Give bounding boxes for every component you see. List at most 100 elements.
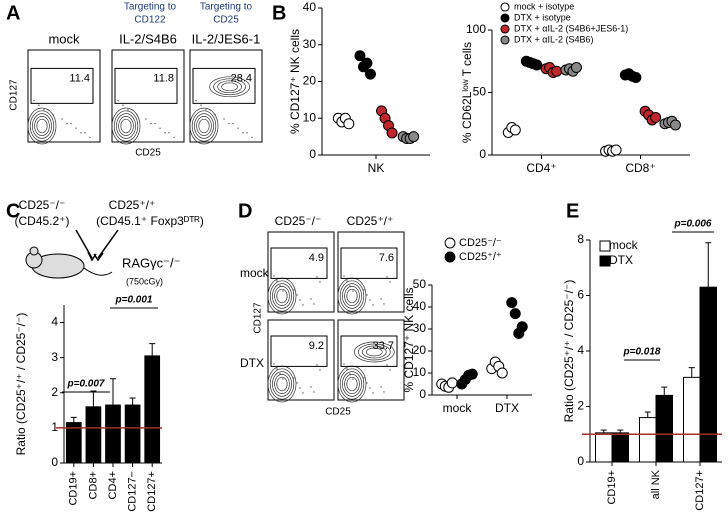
flow-contour <box>346 288 358 304</box>
column-label: IL-2/JES6-1 <box>192 31 261 46</box>
flow-event <box>43 109 45 111</box>
flow-plot-frame <box>267 231 335 313</box>
y-axis-label: % CD127⁺ NK cells <box>288 29 302 134</box>
flow-plot-frame <box>189 49 263 143</box>
x-tick-label: NK CD127− <box>127 471 139 512</box>
data-point <box>364 68 376 80</box>
flow-event <box>319 369 321 371</box>
flow-event <box>296 382 298 384</box>
data-point <box>408 131 420 143</box>
flow-contour <box>209 76 250 98</box>
data-point <box>610 144 622 156</box>
flow-event <box>200 104 202 106</box>
y-tick-label: 6 <box>577 288 584 302</box>
bar <box>683 376 701 463</box>
panel-label: C <box>6 200 20 222</box>
y-axis-label: Ratio (CD25⁺/⁺ / CD25⁻/⁻) <box>14 313 28 456</box>
data-point <box>509 124 521 136</box>
flow-event <box>372 304 374 306</box>
gate-value: 7.6 <box>379 252 394 264</box>
bar <box>85 406 102 464</box>
flow-event <box>293 377 295 379</box>
legend-label: DTX + αIL-2 (S4B6+JES6-1) <box>514 23 628 33</box>
x-tick-label: mock <box>443 401 473 415</box>
legend-label: CD25⁻/⁻ <box>459 237 502 249</box>
flow-event <box>66 122 68 125</box>
y-tick-label: 100 <box>466 22 486 36</box>
flow-event <box>276 280 278 282</box>
flow-event <box>273 363 275 365</box>
data-point <box>531 59 543 71</box>
flow-contour <box>32 113 52 139</box>
target-text: CD122 <box>134 15 166 26</box>
flow-event <box>316 276 318 278</box>
flow-contour <box>276 376 288 392</box>
flow-event <box>127 109 129 111</box>
data-point <box>570 62 582 73</box>
flow-contour <box>344 286 360 306</box>
flow-event <box>363 377 365 379</box>
legend-label: mock <box>609 238 639 252</box>
row-label: mock <box>240 266 270 280</box>
panel-label: A <box>6 2 20 24</box>
flow-contour <box>357 343 391 361</box>
flow-event <box>386 364 388 366</box>
donor-label: CD25⁻/⁻ <box>19 198 66 212</box>
x-tick-label: NK CD127+ <box>694 470 706 512</box>
flow-event <box>369 387 371 389</box>
flow-contour <box>191 110 217 142</box>
x-tick-label: all NK <box>650 469 662 499</box>
x-tick-label: CD8⁺ <box>625 161 655 175</box>
host-label: RAGγc⁻/⁻ <box>122 255 181 270</box>
donor-marker: (CD45.1⁺ Foxp3ᴰᵀᴿ) <box>96 214 204 228</box>
flow-event <box>168 132 170 134</box>
flow-event <box>159 127 161 129</box>
x-tick-label: CD4+ <box>107 471 119 499</box>
mouse-tail <box>83 267 113 276</box>
flow-gate <box>340 247 398 279</box>
flow-contour <box>217 80 242 94</box>
flow-contour <box>196 116 212 136</box>
x-tick-label: NK <box>368 161 385 175</box>
dose-label: (750cGy) <box>126 276 163 286</box>
flow-contour <box>339 280 365 312</box>
flow-event <box>302 304 304 306</box>
panel-label: D <box>238 200 252 222</box>
y-tick-label: 20 <box>413 343 427 357</box>
gate-value: 33.7 <box>373 340 394 352</box>
flow-event <box>296 294 298 296</box>
flow-event <box>117 99 119 102</box>
flow-contour <box>221 82 238 92</box>
flow-event <box>386 276 388 278</box>
legend-swatch <box>500 2 510 12</box>
flow-contour <box>27 107 57 145</box>
legend-swatch <box>500 35 510 45</box>
flow-event <box>61 118 63 120</box>
flow-event <box>343 275 345 277</box>
x-tick-label: CD19+ <box>606 470 618 505</box>
y-tick-label: 3 <box>51 350 58 364</box>
data-point <box>496 367 508 379</box>
data-point <box>669 119 681 131</box>
flow-event <box>89 136 91 139</box>
flow-event <box>383 391 385 393</box>
flow-contour <box>36 118 48 134</box>
target-text: Targeting to <box>200 2 253 13</box>
flow-event <box>352 290 354 292</box>
schematic: CD25⁻/⁻ (CD45.2⁺) CD25⁺/⁺ (CD45.1⁺ Foxp3… <box>14 198 203 286</box>
p-value: p=0.001 <box>115 295 153 306</box>
flow-event <box>246 132 248 134</box>
flow-event <box>346 368 348 370</box>
x-tick-label: CD8+ <box>87 471 99 499</box>
flow-event <box>38 104 40 106</box>
x-tick-label: CD4⁺ <box>526 161 556 175</box>
flow-event <box>363 289 365 291</box>
row-label: DTX <box>240 356 264 370</box>
data-point <box>343 118 355 130</box>
legend-label: DTX + isotype <box>514 12 571 22</box>
y-tick-label: 0 <box>51 455 58 469</box>
y-tick-label: 1 <box>51 420 58 434</box>
y-tick-label: 4 <box>51 315 58 329</box>
flow-gate <box>340 335 398 367</box>
data-point <box>354 50 366 62</box>
